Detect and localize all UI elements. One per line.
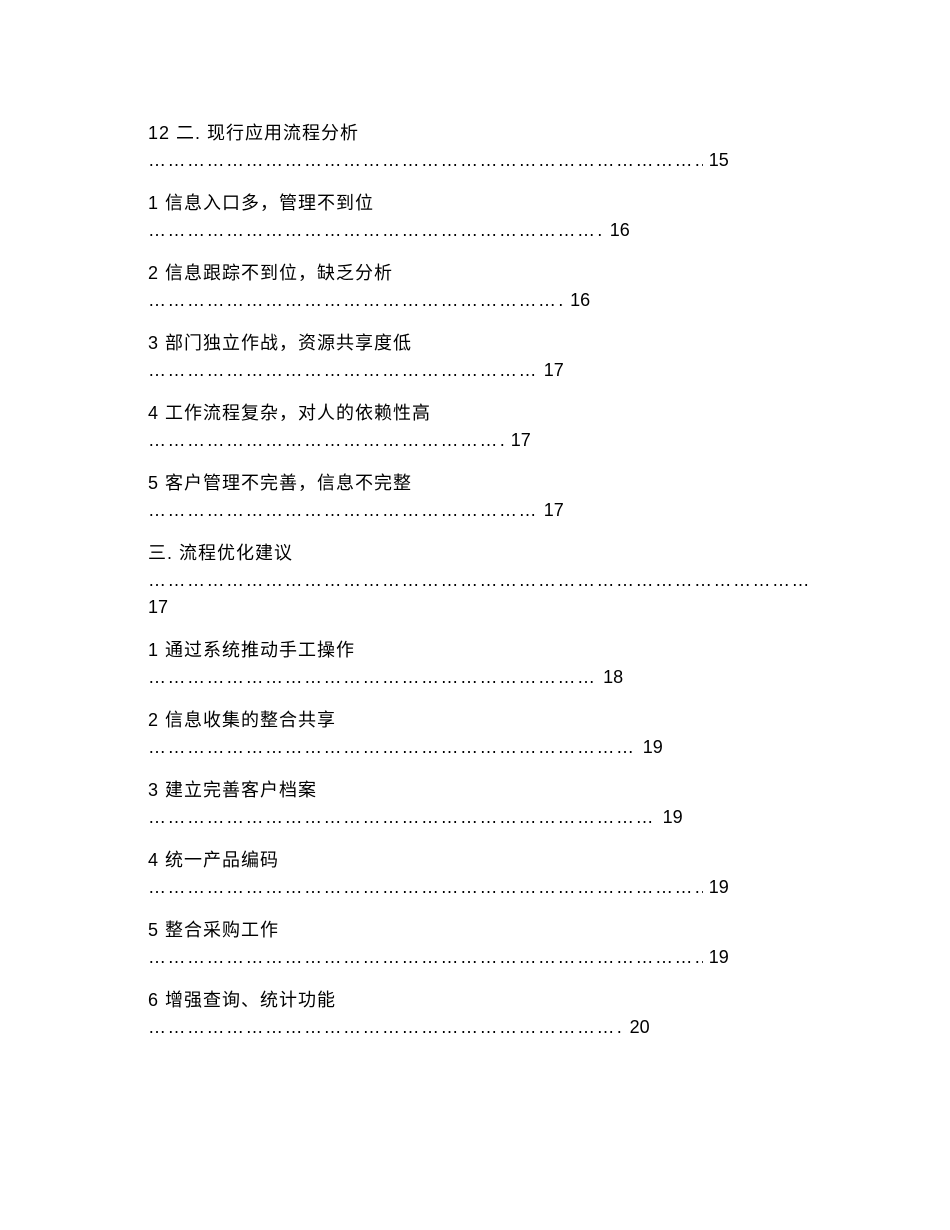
toc-entry-title: 1 信息入口多，管理不到位 xyxy=(148,190,808,217)
toc-page-number: 18 xyxy=(597,667,623,688)
toc-leader: …………………………………………………………………………………………………………… xyxy=(148,567,808,594)
toc-entry: 三. 流程优化建议…………………………………………………………………………………… xyxy=(148,540,808,621)
toc-leader: …………………………………………………………………………………………………………… xyxy=(148,944,703,971)
toc-leader-row: …………………………………………………………………………………………………………… xyxy=(148,804,683,831)
toc-leader-row: …………………………………………………………………………………………………………… xyxy=(148,147,729,174)
toc-leader: …………………………………………………………………………………………………………… xyxy=(148,804,657,831)
toc-entry-title: 4 工作流程复杂，对人的依赖性高 xyxy=(148,400,808,427)
toc-entry-title: 2 信息跟踪不到位，缺乏分析 xyxy=(148,260,808,287)
toc-leader: …………………………………………………………………………………………………………… xyxy=(148,497,538,524)
toc-entry: 6 增强查询、统计功能……………………………………………………………………………… xyxy=(148,987,808,1041)
toc-entry: 3 部门独立作战，资源共享度低…………………………………………………………………… xyxy=(148,330,808,384)
toc-page-number: 17 xyxy=(538,500,564,521)
toc-leader: …………………………………………………………………………………………………………… xyxy=(148,217,604,244)
toc-entry-title: 4 统一产品编码 xyxy=(148,847,808,874)
toc-entry: 4 工作流程复杂，对人的依赖性高………………………………………………………………… xyxy=(148,400,808,454)
toc-entry-title: 1 通过系统推动手工操作 xyxy=(148,637,808,664)
toc-entry: 1 通过系统推动手工操作…………………………………………………………………………… xyxy=(148,637,808,691)
toc-leader-row: …………………………………………………………………………………………………………… xyxy=(148,874,729,901)
toc-page-number: 16 xyxy=(564,290,590,311)
toc-leader: …………………………………………………………………………………………………………… xyxy=(148,357,538,384)
toc-entry-title: 三. 流程优化建议 xyxy=(148,540,808,567)
toc-leader: …………………………………………………………………………………………………………… xyxy=(148,287,564,314)
toc-leader: …………………………………………………………………………………………………………… xyxy=(148,427,505,454)
toc-entry: 2 信息跟踪不到位，缺乏分析……………………………………………………………………… xyxy=(148,260,808,314)
toc-leader-row: …………………………………………………………………………………………………………… xyxy=(148,734,663,761)
toc-page-number: 16 xyxy=(604,220,630,241)
toc-entry-title: 3 建立完善客户档案 xyxy=(148,777,808,804)
toc-entry-title: 12 二. 现行应用流程分析 xyxy=(148,120,808,147)
toc-entry: 12 二. 现行应用流程分析……………………………………………………………………… xyxy=(148,120,808,174)
toc-page-number: 17 xyxy=(538,360,564,381)
toc-entry: 5 整合采购工作……………………………………………………………………………………… xyxy=(148,917,808,971)
toc-leader: …………………………………………………………………………………………………………… xyxy=(148,734,637,761)
toc-entry: 4 统一产品编码……………………………………………………………………………………… xyxy=(148,847,808,901)
toc-leader: …………………………………………………………………………………………………………… xyxy=(148,664,597,691)
toc-leader-row: …………………………………………………………………………………………………………… xyxy=(148,287,590,314)
toc-page-number: 17 xyxy=(148,594,808,621)
toc-page-number: 19 xyxy=(657,807,683,828)
toc-entry-title: 3 部门独立作战，资源共享度低 xyxy=(148,330,808,357)
toc-entry-title: 5 客户管理不完善，信息不完整 xyxy=(148,470,808,497)
toc-entry-title: 2 信息收集的整合共享 xyxy=(148,707,808,734)
toc-entry-title: 6 增强查询、统计功能 xyxy=(148,987,808,1014)
toc-leader-row: …………………………………………………………………………………………………………… xyxy=(148,497,564,524)
toc-page-number: 15 xyxy=(703,150,729,171)
toc-leader: …………………………………………………………………………………………………………… xyxy=(148,874,703,901)
toc-leader: …………………………………………………………………………………………………………… xyxy=(148,147,703,174)
toc-page-number: 19 xyxy=(637,737,663,758)
toc-entry-title: 5 整合采购工作 xyxy=(148,917,808,944)
table-of-contents: 12 二. 现行应用流程分析……………………………………………………………………… xyxy=(148,120,808,1041)
toc-leader-row: …………………………………………………………………………………………………………… xyxy=(148,1014,650,1041)
toc-entry: 2 信息收集的整合共享……………………………………………………………………………… xyxy=(148,707,808,761)
toc-entry: 5 客户管理不完善，信息不完整…………………………………………………………………… xyxy=(148,470,808,524)
toc-entry: 3 建立完善客户档案………………………………………………………………………………… xyxy=(148,777,808,831)
toc-leader-row: …………………………………………………………………………………………………………… xyxy=(148,427,531,454)
toc-leader-row: …………………………………………………………………………………………………………… xyxy=(148,357,564,384)
toc-page-number: 19 xyxy=(703,877,729,898)
toc-page-number: 19 xyxy=(703,947,729,968)
toc-page-number: 20 xyxy=(624,1017,650,1038)
toc-page-number: 17 xyxy=(505,430,531,451)
toc-leader-row: …………………………………………………………………………………………………………… xyxy=(148,217,630,244)
toc-leader-row: …………………………………………………………………………………………………………… xyxy=(148,664,623,691)
toc-entry: 1 信息入口多，管理不到位………………………………………………………………………… xyxy=(148,190,808,244)
toc-leader-row: …………………………………………………………………………………………………………… xyxy=(148,944,729,971)
toc-leader: …………………………………………………………………………………………………………… xyxy=(148,1014,624,1041)
